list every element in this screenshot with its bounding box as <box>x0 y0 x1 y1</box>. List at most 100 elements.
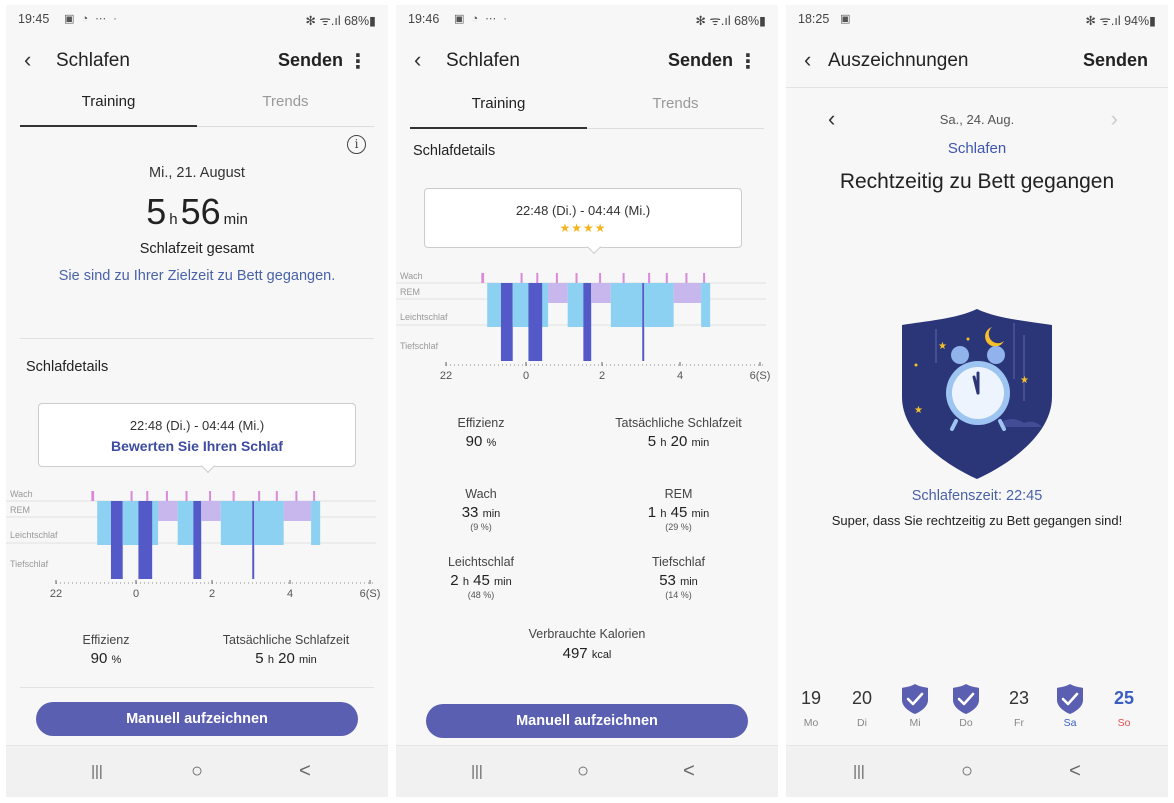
check-shield-icon <box>953 684 979 714</box>
rate-sleep-link[interactable]: Bewerten Sie Ihren Schlaf <box>111 438 283 454</box>
manual-record-button[interactable]: Manuell aufzeichnen <box>36 702 358 736</box>
award-headline: Rechtzeitig zu Bett gegangen <box>839 170 1115 193</box>
system-nav-bar: ||| ○ < <box>6 745 388 797</box>
more-options-icon[interactable]: ⋮ <box>738 51 758 73</box>
status-bar: 19:46 ▣ ◔ ⋯ · ✻ ᯤ.ıl 68%▮ <box>396 5 778 33</box>
recent-apps-icon[interactable]: ||| <box>91 763 103 780</box>
sleep-segment-bar <box>254 501 284 545</box>
day-fr[interactable]: 23 Fr <box>999 683 1039 729</box>
tab-trends[interactable]: Trends <box>262 93 309 110</box>
status-notification-icons: ▣ <box>840 13 853 25</box>
sleep-date: Mi., 21. August <box>149 165 245 181</box>
recent-apps-icon[interactable]: ||| <box>853 763 865 780</box>
stat-item: Leichtschlaf 2 h 45 min (48 %) <box>406 555 556 600</box>
stat-unit: % <box>111 654 122 666</box>
stat-label: REM <box>664 487 693 501</box>
sleep-segment-bar <box>193 501 202 579</box>
status-time: 18:25 <box>798 12 830 26</box>
stat-minutes-unit: min <box>691 437 710 449</box>
awake-tick <box>258 491 261 501</box>
section-sleep-details: Schlafdetails <box>413 143 496 159</box>
send-button[interactable]: Senden <box>667 50 733 70</box>
stat-hours-unit: h <box>267 654 274 666</box>
awake-tick <box>520 273 523 283</box>
duration-minutes-unit: min <box>223 211 248 228</box>
day-so[interactable]: 25 So <box>1104 683 1144 729</box>
section-sleep-details: Schlafdetails <box>26 359 109 375</box>
tab-underline <box>197 126 374 127</box>
day-mo[interactable]: 19 Mo <box>791 683 831 729</box>
manual-record-button[interactable]: Manuell aufzeichnen <box>426 704 748 738</box>
stat-label: Leichtschlaf <box>447 555 514 569</box>
phone-screen-2: 19:46 ▣ ◔ ⋯ · ✻ ᯤ.ıl 68%▮ ‹ Schlafen Sen… <box>396 5 778 797</box>
back-arrow-icon[interactable]: ‹ <box>804 47 812 72</box>
app-bar: ‹ Auszeichnungen Senden <box>786 41 1168 81</box>
sleep-segment-bar <box>158 501 178 521</box>
stat-label: Wach <box>465 487 497 501</box>
check-shield-icon <box>1057 684 1083 714</box>
send-button[interactable]: Senden <box>1082 50 1148 70</box>
home-icon[interactable]: ○ <box>960 760 974 782</box>
stat-value: 2 h 45 min <box>406 572 556 589</box>
stage-label: Tiefschlaf <box>10 559 49 569</box>
alarm-clock-shield-icon: ★ ★ ★ <box>902 309 1052 479</box>
awake-tick <box>130 491 133 501</box>
award-category: Schlafen <box>947 140 1007 157</box>
back-nav-icon[interactable]: < <box>299 760 311 782</box>
day-di[interactable]: 20 Di <box>842 683 882 729</box>
home-icon[interactable]: ○ <box>190 760 204 782</box>
awake-tick <box>575 273 578 283</box>
day-do[interactable]: Do <box>946 683 986 729</box>
stat-hours-unit: h <box>660 508 667 520</box>
bedtime-value: Schlafenszeit: 22:45 <box>911 488 1043 504</box>
stat-hours-unit: h <box>660 437 667 449</box>
page-title: Schlafen <box>446 50 520 71</box>
sleep-segment-bar <box>311 501 321 545</box>
day-check-badge <box>895 683 935 714</box>
info-icon[interactable]: i <box>347 135 366 154</box>
sleep-segment-bar <box>283 501 312 521</box>
awake-tick <box>685 273 688 283</box>
home-icon[interactable]: ○ <box>576 760 590 782</box>
stat-hours: 5 <box>647 433 657 450</box>
day-mi[interactable]: Mi <box>895 683 935 729</box>
stat-percent: (14 %) <box>665 590 692 600</box>
bubble-time-range: 22:48 (Di.) - 04:44 (Mi.) <box>515 203 651 218</box>
star-rating[interactable]: ★★★★ <box>559 221 607 235</box>
status-right: ✻ ᯤ.ıl 94%▮ <box>1085 14 1156 28</box>
sleep-segment-bar <box>591 283 611 303</box>
status-notification-icons: ▣ ◔ ⋯ · <box>64 13 119 25</box>
back-arrow-icon[interactable]: ‹ <box>414 47 422 72</box>
more-options-icon[interactable]: ⋮ <box>348 51 368 73</box>
tab-trends[interactable]: Trends <box>652 95 699 112</box>
stat-efficiency: Effizienz 90 % <box>31 633 181 667</box>
tab-training[interactable]: Training <box>471 95 526 112</box>
previous-day-icon[interactable]: ‹ <box>828 106 836 131</box>
stage-label: Wach <box>400 271 423 281</box>
back-nav-icon[interactable]: < <box>683 760 695 782</box>
tab-training[interactable]: Training <box>81 93 136 110</box>
day-number: 23 <box>1008 688 1030 708</box>
system-nav-bar: ||| ○ < <box>786 745 1168 797</box>
back-nav-icon[interactable]: < <box>1069 760 1081 782</box>
awake-tick <box>185 491 188 501</box>
back-arrow-icon[interactable]: ‹ <box>24 47 32 72</box>
status-bar: 18:25 ▣ ✻ ᯤ.ıl 94%▮ <box>786 5 1168 33</box>
next-day-icon[interactable]: › <box>1110 106 1118 131</box>
sleep-segment-bar <box>701 283 711 327</box>
awake-tick <box>146 491 149 501</box>
sleep-duration: 5 h56 min <box>6 191 388 233</box>
sleep-stage-chart: Wach REM Leichtschlaf Tiefschlaf 22 0 2 4 6(S) <box>396 271 770 382</box>
stat-minutes-unit: min <box>493 576 512 588</box>
stat-value: 5 h 20 min <box>596 433 761 450</box>
stat-label: Effizienz <box>82 633 130 647</box>
check-shield-icon <box>902 684 928 714</box>
phone-screen-1: 19:45 ▣ ◔ ⋯ · ✻ ᯤ.ıl 68%▮ ‹ Schlafen Sen… <box>6 5 388 797</box>
goal-message-link[interactable]: Sie sind zu Ihrer Zielzeit zu Bett gegan… <box>58 268 336 284</box>
sleep-segment-bar <box>97 501 111 545</box>
stat-value: 90 % <box>31 650 181 667</box>
recent-apps-icon[interactable]: ||| <box>471 763 483 780</box>
status-time: 19:45 <box>18 12 50 26</box>
day-sa[interactable]: Sa <box>1050 683 1090 729</box>
send-button[interactable]: Senden <box>277 50 343 70</box>
